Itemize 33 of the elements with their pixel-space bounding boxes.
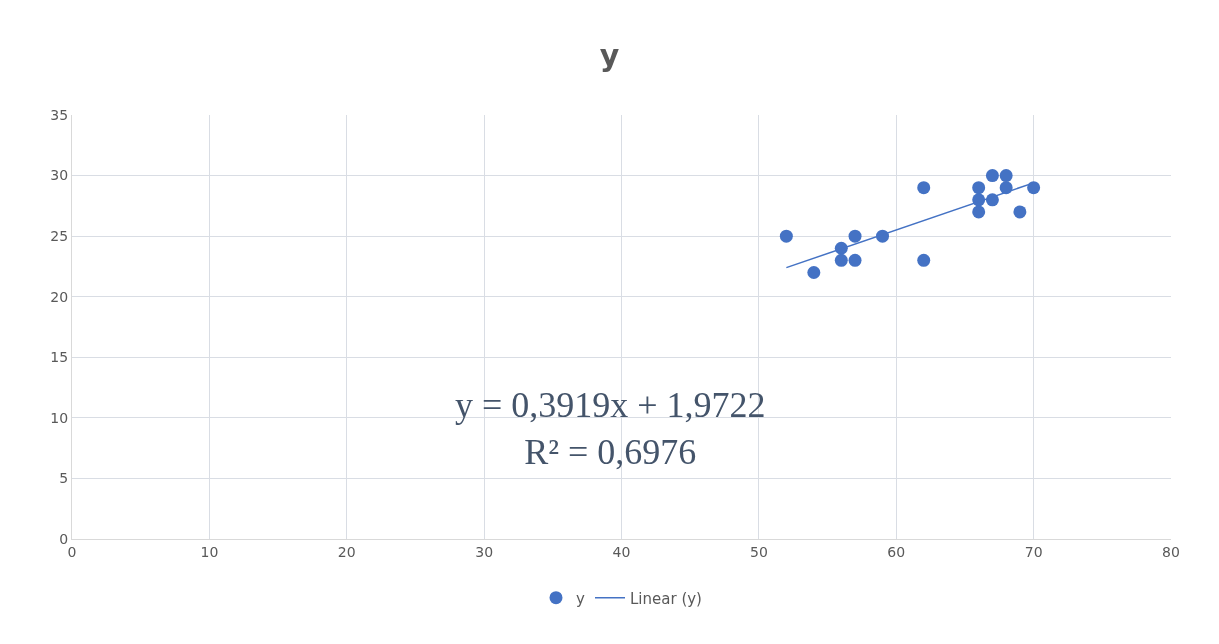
x-tick-label: 80 [1162,543,1180,560]
point [834,253,848,267]
y-tick-label: 30 [50,167,69,184]
point [917,253,931,267]
y-tick-label: 0 [59,530,69,547]
x-tick-label: 50 [749,543,768,560]
point [848,253,862,267]
y-tick-label: 20 [50,288,69,305]
y-tick-label: 15 [50,349,69,366]
point [779,229,793,243]
point [1013,205,1027,219]
y-tick-label: 25 [50,228,69,245]
point [848,229,862,243]
point [807,265,821,279]
x-tick-label: 30 [475,543,494,560]
point [999,169,1013,183]
point [917,181,931,195]
legend-label: y [576,589,585,608]
point [985,169,999,183]
x-tick-label: 10 [200,543,219,560]
point [972,205,986,219]
y-tick-label: 35 [50,106,69,123]
point [1027,181,1041,195]
point [972,181,986,195]
y-tick-label: 5 [59,470,69,487]
annotation: y = 0,3919x + 1,9722 R² = 0,6976 [455,385,766,472]
legend-label: Linear (y) [630,589,702,608]
x-tick-label: 40 [612,543,631,560]
chart-title: y [599,38,620,74]
x-tick-label: 20 [337,543,356,560]
y-tick-label: 10 [50,409,69,426]
x-tick-label: 60 [887,543,906,560]
x-tick-label: 70 [1024,543,1043,560]
